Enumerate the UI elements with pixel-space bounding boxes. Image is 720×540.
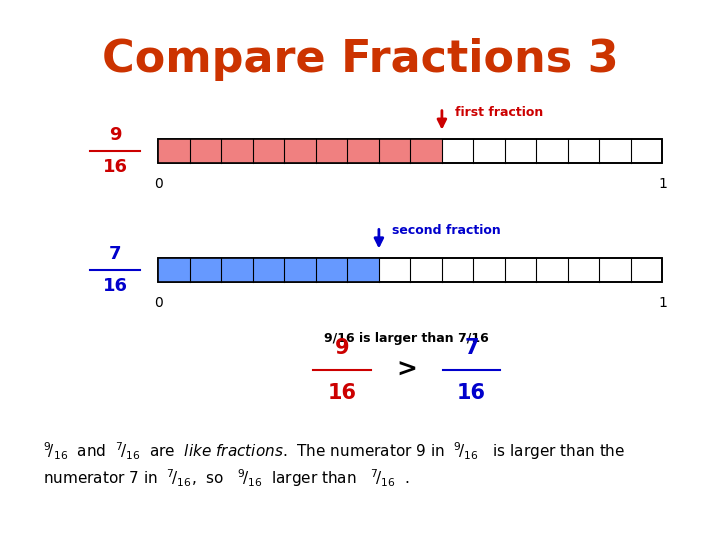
Text: 1: 1 <box>658 177 667 191</box>
Text: second fraction: second fraction <box>392 224 500 238</box>
Text: 7: 7 <box>464 338 479 358</box>
Bar <box>158 139 662 163</box>
Text: 0: 0 <box>154 177 163 191</box>
Text: 16: 16 <box>103 158 127 176</box>
Bar <box>158 258 379 282</box>
Text: 16: 16 <box>457 383 486 403</box>
Text: 1: 1 <box>658 296 667 309</box>
Text: 0: 0 <box>154 296 163 309</box>
Text: 7: 7 <box>109 245 122 263</box>
Text: first fraction: first fraction <box>455 105 543 119</box>
Bar <box>158 258 662 282</box>
Bar <box>158 258 662 282</box>
Text: Compare Fractions 3: Compare Fractions 3 <box>102 38 618 81</box>
Text: $^9\!/_{16}$  and  $^7\!/_{16}$  are  $\it{like\ fractions}$.  The numerator 9 i: $^9\!/_{16}$ and $^7\!/_{16}$ are $\it{l… <box>43 440 626 462</box>
Text: >: > <box>397 358 417 382</box>
Text: 9: 9 <box>109 126 122 144</box>
Text: 16: 16 <box>328 383 356 403</box>
Text: numerator 7 in  $^7\!/_{16}$,  so   $^9\!/_{16}$  larger than   $^7\!/_{16}$  .: numerator 7 in $^7\!/_{16}$, so $^9\!/_{… <box>43 467 410 489</box>
Text: 9/16 is larger than 7/16: 9/16 is larger than 7/16 <box>325 332 489 345</box>
Text: 16: 16 <box>103 277 127 295</box>
Bar <box>158 139 442 163</box>
Bar <box>158 139 662 163</box>
Text: 9: 9 <box>335 338 349 358</box>
